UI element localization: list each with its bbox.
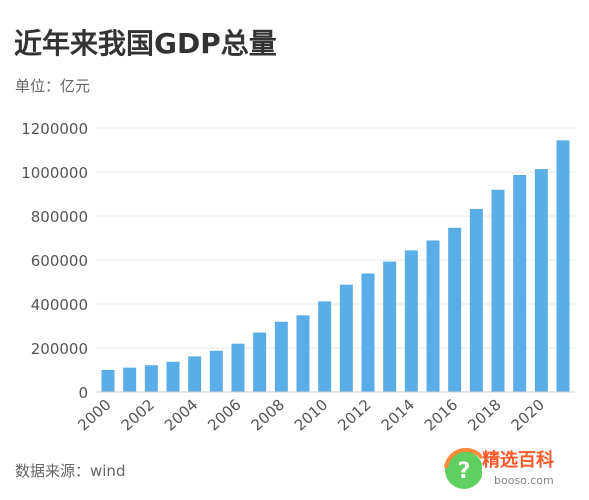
x-tick-label: 2008	[248, 396, 288, 435]
watermark-url: booso.com	[494, 474, 554, 487]
unit-label: 单位：亿元	[15, 77, 91, 95]
bar-2006	[231, 343, 245, 392]
bar-2010	[318, 301, 332, 392]
x-tick-label: 2012	[334, 396, 374, 435]
svg-text:?: ?	[458, 459, 471, 484]
watermark-brand: 精选百科	[482, 450, 554, 471]
bar-2004	[188, 356, 202, 392]
bar-2020	[534, 169, 548, 392]
bar-2005	[209, 350, 223, 392]
y-tick-label: 600000	[31, 252, 88, 270]
y-tick-label: 0	[78, 384, 88, 402]
y-tick-label: 1200000	[21, 120, 88, 138]
y-tick-label: 200000	[31, 340, 88, 358]
x-tick-labels: 2000 2002 2004 2006 2008 2010 2012 2014 2016 2018…	[74, 396, 548, 435]
x-tick-label: 2006	[204, 396, 244, 435]
bar-2000	[101, 369, 115, 392]
x-tick-label: 2014	[378, 396, 418, 435]
data-source: 数据来源：wind	[15, 462, 126, 480]
y-tick-label: 800000	[31, 208, 88, 226]
bar-2011	[339, 284, 353, 392]
bar-2009	[296, 315, 310, 392]
y-tick-label: 1000000	[21, 164, 88, 182]
x-tick-label: 2010	[291, 396, 331, 435]
bar-2021	[556, 140, 570, 392]
bar-2003	[166, 361, 180, 392]
y-tick-label: 400000	[31, 296, 88, 314]
bar-2019	[513, 174, 527, 392]
bar-2015	[426, 240, 440, 392]
bar-2018	[491, 189, 505, 392]
watermark: ? 精选百科 booso.com	[432, 440, 586, 496]
bar-2017	[469, 208, 483, 392]
bar-2001	[123, 367, 137, 392]
x-tick-label: 2020	[508, 396, 548, 435]
bar-2002	[144, 365, 158, 392]
page-title: 近年来我国GDP总量	[14, 27, 277, 60]
question-mark-icon: ?	[444, 447, 484, 489]
bar-2008	[274, 321, 288, 392]
bar-2014	[404, 250, 418, 392]
bar-2016	[448, 227, 462, 392]
x-tick-label: 2016	[421, 396, 461, 435]
bars	[96, 140, 575, 393]
y-tick-labels: 0 200000 400000 600000 800000 1000000 1200000	[21, 120, 88, 402]
bar-2012	[361, 273, 375, 392]
bar-2007	[253, 332, 267, 392]
x-tick-label: 2002	[118, 396, 158, 435]
bar-2013	[383, 261, 397, 392]
x-tick-label: 2018	[464, 396, 504, 435]
x-tick-label: 2004	[161, 396, 201, 435]
